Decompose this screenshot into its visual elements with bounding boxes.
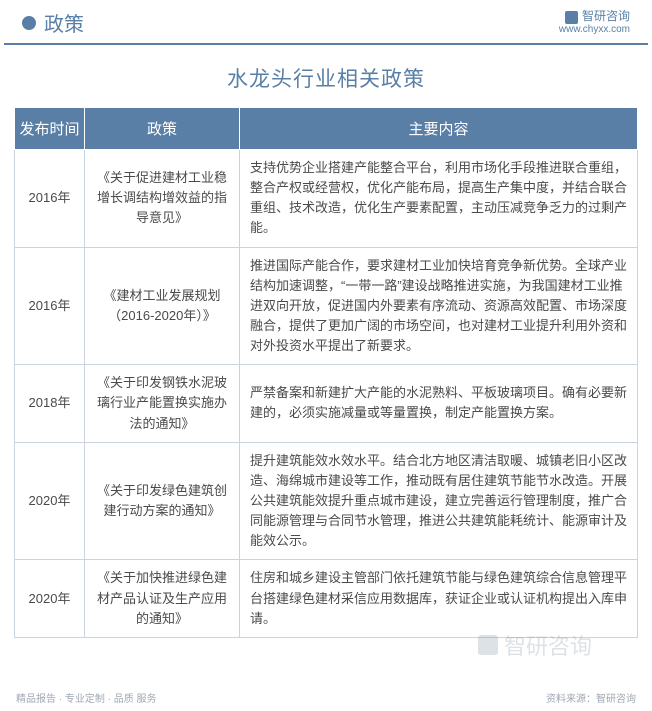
cell-content: 推进国际产能合作，要求建材工业加快培育竞争新优势。全球产业结构加速调整，“一带一… — [240, 247, 638, 365]
cell-year: 2016年 — [15, 247, 85, 365]
footer-left: 精品报告 · 专业定制 · 品质 服务 — [16, 690, 157, 705]
cell-policy: 《建材工业发展规划（2016-2020年）》 — [85, 247, 240, 365]
brand-block: 智研咨询 www.chyxx.com — [559, 10, 630, 34]
table-row: 2020年《关于印发绿色建筑创建行动方案的通知》提升建筑能效水效水平。结合北方地… — [15, 442, 638, 560]
cell-year: 2020年 — [15, 560, 85, 637]
cell-content: 支持优势企业搭建产能整合平台，利用市场化手段推进联合重组，整合产权或经营权，优化… — [240, 150, 638, 248]
table-row: 2020年《关于加快推进绿色建材产品认证及生产应用的通知》住房和城乡建设主管部门… — [15, 560, 638, 637]
table-header-row: 发布时间 政策 主要内容 — [15, 108, 638, 150]
cell-policy: 《关于促进建材工业稳增长调结构增效益的指导意见》 — [85, 150, 240, 248]
cell-year: 2020年 — [15, 442, 85, 560]
policy-table: 发布时间 政策 主要内容 2016年《关于促进建材工业稳增长调结构增效益的指导意… — [14, 107, 638, 638]
cell-policy: 《关于加快推进绿色建材产品认证及生产应用的通知》 — [85, 560, 240, 637]
cell-policy: 《关于印发钢铁水泥玻璃行业产能置换实施办法的通知》 — [85, 365, 240, 442]
brand-logo-icon — [565, 11, 578, 24]
header-left: 政策 — [22, 8, 84, 37]
brand-url: www.chyxx.com — [559, 24, 630, 35]
cell-content: 住房和城乡建设主管部门依托建筑节能与绿色建筑综合信息管理平台搭建绿色建材采信应用… — [240, 560, 638, 637]
table-row: 2016年《关于促进建材工业稳增长调结构增效益的指导意见》支持优势企业搭建产能整… — [15, 150, 638, 248]
col-header-content: 主要内容 — [240, 108, 638, 150]
cell-year: 2016年 — [15, 150, 85, 248]
col-header-policy: 政策 — [85, 108, 240, 150]
header-dot-icon — [22, 16, 36, 30]
brand-name-row: 智研咨询 — [559, 10, 630, 23]
footer-bar: 精品报告 · 专业定制 · 品质 服务 资料来源：智研咨询 — [0, 690, 652, 705]
page-title: 水龙头行业相关政策 — [0, 63, 652, 93]
cell-year: 2018年 — [15, 365, 85, 442]
col-header-year: 发布时间 — [15, 108, 85, 150]
table-row: 2018年《关于印发钢铁水泥玻璃行业产能置换实施办法的通知》严禁备案和新建扩大产… — [15, 365, 638, 442]
cell-content: 严禁备案和新建扩大产能的水泥熟料、平板玻璃项目。确有必要新建的，必须实施减量或等… — [240, 365, 638, 442]
footer-right: 资料来源：智研咨询 — [546, 690, 636, 705]
cell-policy: 《关于印发绿色建筑创建行动方案的通知》 — [85, 442, 240, 560]
header-label: 政策 — [44, 8, 84, 37]
watermark-logo-icon — [478, 635, 498, 655]
table-row: 2016年《建材工业发展规划（2016-2020年）》推进国际产能合作，要求建材… — [15, 247, 638, 365]
header-bar: 政策 智研咨询 www.chyxx.com — [4, 0, 648, 45]
brand-name: 智研咨询 — [582, 10, 630, 23]
cell-content: 提升建筑能效水效水平。结合北方地区清洁取暖、城镇老旧小区改造、海绵城市建设等工作… — [240, 442, 638, 560]
